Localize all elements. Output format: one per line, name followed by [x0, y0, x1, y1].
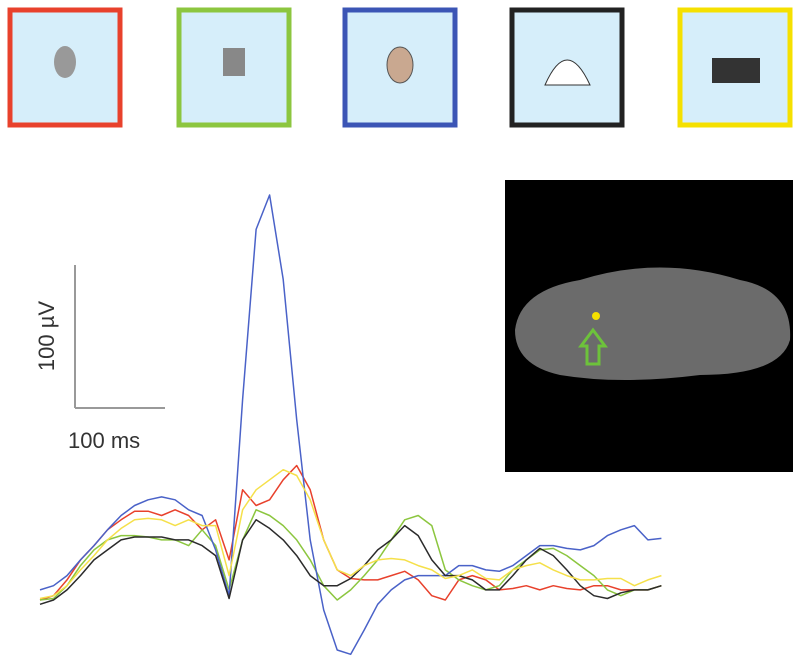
brain-panel	[505, 180, 793, 472]
stimulus-icon	[54, 46, 76, 78]
scale-label-y: 100 µV	[34, 301, 59, 371]
stimulus-icon	[387, 47, 413, 83]
trace	[40, 520, 661, 605]
trace	[40, 466, 661, 601]
stimulus-icon	[712, 58, 760, 83]
stimuli	[10, 10, 790, 125]
electrode	[592, 312, 600, 320]
scale-label-x: 100 ms	[68, 428, 140, 453]
stimulus-icon	[223, 48, 245, 76]
trace	[40, 510, 661, 600]
figure: 100 µV 100 ms	[0, 0, 793, 665]
scale-bar: 100 µV 100 ms	[34, 265, 165, 453]
